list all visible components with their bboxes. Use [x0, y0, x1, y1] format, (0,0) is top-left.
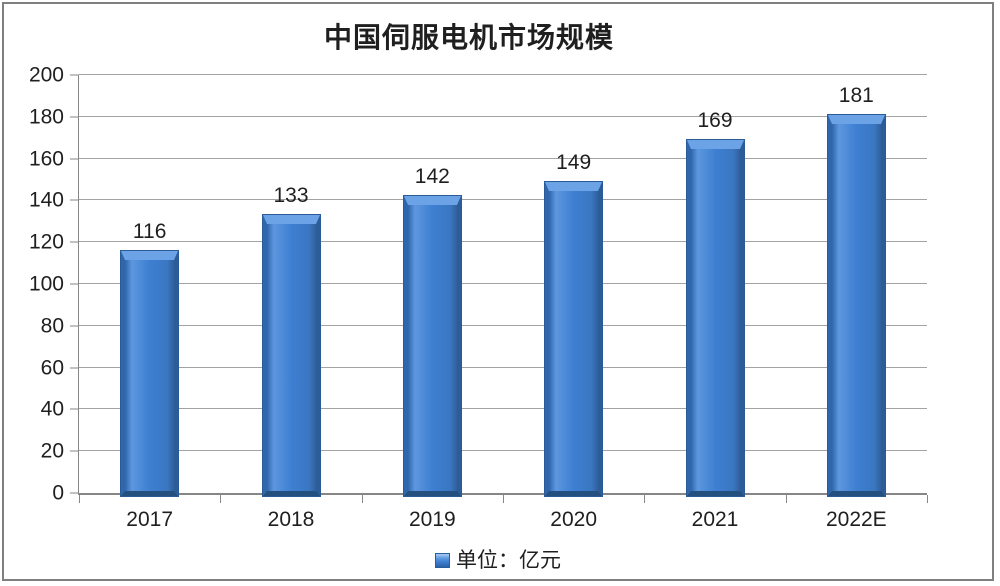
x-axis-label: 2021: [691, 508, 739, 531]
y-axis-label: 200: [28, 63, 64, 87]
bar: [827, 114, 885, 496]
bar: [686, 139, 744, 496]
bar-value-label: 142: [414, 165, 450, 189]
chart-title: 中国伺服电机市场规模: [323, 22, 614, 53]
y-tick-mark: [70, 367, 79, 369]
x-tick-mark: [220, 495, 222, 503]
x-tick-mark: [503, 495, 504, 503]
y-axis-label: 40: [40, 397, 64, 421]
gridline: [79, 157, 927, 159]
gridline: [79, 324, 927, 326]
gridline: [79, 115, 927, 117]
y-axis-label: 180: [28, 105, 64, 129]
legend: 单位：亿元: [4, 550, 992, 571]
gridline: [79, 450, 927, 452]
y-tick-mark: [70, 74, 79, 76]
gridline: [79, 366, 927, 368]
x-tick-mark: [927, 495, 928, 503]
y-tick-mark: [70, 283, 79, 285]
y-axis-label: 120: [28, 230, 64, 254]
legend-marker-icon: [435, 553, 450, 568]
y-axis-label: 0: [52, 481, 64, 505]
y-tick-mark: [70, 408, 79, 410]
plot-area: 0 20 40 60 80 100 120 140 160 180 200 116 2017 133 201…: [29, 65, 928, 530]
bar-value-label: 116: [132, 219, 167, 243]
x-tick-mark: [785, 495, 787, 503]
gridline: [79, 408, 927, 410]
y-axis-label: 60: [40, 356, 64, 380]
x-axis-label: 2022E: [825, 508, 887, 531]
y-tick-mark: [70, 241, 79, 243]
gridline: [79, 199, 927, 201]
x-axis-label: 2019: [408, 508, 456, 531]
x-tick-mark: [79, 495, 80, 503]
y-axis-label: 100: [28, 272, 64, 296]
x-tick-mark: [361, 495, 363, 503]
gridline: [79, 283, 927, 284]
x-axis-label: 2018: [267, 508, 315, 531]
bar: [545, 181, 603, 496]
y-tick-mark: [70, 158, 79, 160]
y-axis-label: 20: [40, 439, 64, 463]
y-tick-mark: [70, 199, 79, 201]
y-axis-label: 140: [28, 188, 64, 212]
x-axis-label: 2020: [550, 508, 598, 531]
x-tick-mark: [644, 495, 646, 503]
bar-value-label: 149: [556, 150, 592, 174]
y-axis-label: 80: [40, 314, 64, 338]
bar: [262, 215, 320, 496]
bar-value-label: 169: [697, 108, 733, 132]
x-axis-label: 2017: [126, 508, 174, 531]
y-tick-mark: [70, 450, 79, 452]
bar: [403, 196, 461, 496]
bar-value-label: 133: [273, 184, 309, 208]
y-tick-mark: [70, 116, 79, 118]
y-tick-mark: [70, 325, 79, 327]
gridline: [79, 74, 927, 75]
gridline: [79, 241, 927, 243]
bar-value-label: 181: [838, 83, 874, 107]
y-tick-mark: [70, 492, 79, 494]
y-axis-label: 160: [28, 147, 64, 171]
bar: [121, 250, 179, 496]
legend-label: 单位：亿元: [456, 549, 561, 572]
